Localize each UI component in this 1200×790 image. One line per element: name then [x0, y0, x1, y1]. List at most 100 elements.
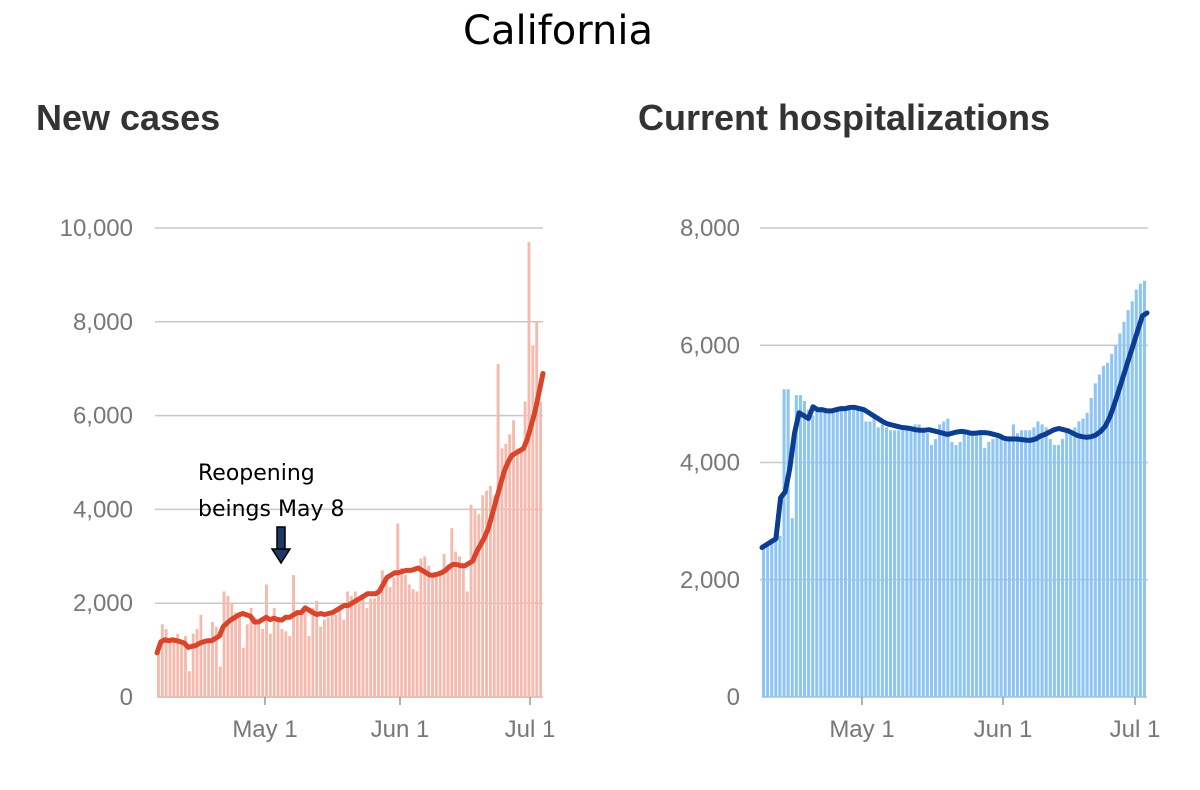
hospitalizations-bar	[778, 535, 782, 697]
new-cases-x-axis: May 1 Jun 1 Jul 1	[232, 697, 555, 743]
hospitalizations-bar	[1052, 444, 1056, 697]
hospitalizations-bar	[1060, 439, 1065, 697]
hospitalizations-bar	[802, 400, 807, 697]
hospitalizations-bar	[921, 430, 925, 697]
hospitalizations-bar	[1028, 430, 1032, 697]
hospitalizations-bar	[954, 444, 958, 697]
hospitalizations-bar	[1073, 427, 1077, 697]
new-cases-bar	[207, 638, 211, 697]
hospitalizations-bar	[1032, 427, 1036, 697]
new-cases-bar	[527, 242, 531, 697]
hospitalizations-bar	[819, 406, 823, 697]
new-cases-title: New cases	[36, 97, 220, 138]
new-cases-bar	[488, 485, 492, 697]
new-cases-bar	[230, 603, 234, 697]
hospitalizations-bar	[1130, 301, 1134, 697]
hospitalizations-x-tick-label: Jun 1	[974, 716, 1033, 743]
hospitalizations-bar	[1069, 430, 1073, 697]
new-cases-bar	[342, 619, 346, 697]
hospitalizations-bar	[782, 389, 786, 697]
new-cases-bar	[523, 401, 527, 697]
hospitalizations-bar	[995, 436, 999, 697]
hospitalizations-bar	[1142, 280, 1146, 697]
new-cases-bar	[226, 596, 230, 697]
new-cases-bar	[446, 565, 450, 697]
new-cases-bar	[168, 640, 172, 697]
hospitalizations-bar	[1003, 439, 1007, 697]
new-cases-bar	[508, 434, 512, 697]
new-cases-bar	[272, 607, 276, 697]
hospitalizations-bar	[872, 418, 876, 697]
hospitalizations-bar	[1093, 383, 1097, 697]
new-cases-bar	[199, 614, 203, 697]
hospitalizations-bar	[913, 424, 917, 697]
reopening-arrow-icon	[270, 526, 292, 565]
new-cases-bar	[442, 553, 446, 697]
new-cases-bar	[249, 607, 253, 697]
new-cases-bar	[377, 593, 380, 697]
new-cases-bar	[160, 624, 164, 697]
new-cases-bar	[392, 577, 396, 697]
new-cases-y-tick-label: 4,000	[73, 496, 133, 523]
new-cases-bar	[434, 575, 438, 697]
new-cases-bar	[477, 514, 481, 697]
new-cases-bar	[203, 643, 207, 697]
hospitalizations-bar	[1065, 430, 1069, 697]
new-cases-bar	[295, 610, 299, 697]
new-cases-y-tick-label: 10,000	[60, 215, 133, 242]
new-cases-bar	[535, 321, 539, 697]
new-cases-bar	[234, 612, 238, 697]
new-cases-bar	[411, 589, 415, 697]
new-cases-bar	[322, 619, 326, 697]
new-cases-bar	[180, 643, 184, 697]
new-cases-bar	[396, 523, 400, 697]
hospitalizations-bar	[970, 433, 974, 697]
hospitalizations-bar	[762, 547, 766, 697]
new-cases-bar	[473, 509, 477, 697]
hospitalizations-bar	[1056, 444, 1060, 697]
new-cases-bar	[238, 617, 241, 697]
hospitalizations-bar	[917, 424, 921, 697]
hospitalizations-bar	[942, 421, 946, 697]
new-cases-bar	[261, 628, 265, 697]
hospitalizations-bar	[958, 441, 962, 697]
new-cases-bar	[419, 558, 423, 697]
hospitalizations-bar	[766, 544, 770, 697]
new-cases-y-axis: 0 2,000 4,000 6,000 8,000 10,000	[60, 215, 133, 711]
new-cases-bar	[276, 617, 280, 697]
new-cases-bar	[454, 551, 458, 697]
new-cases-bar	[481, 495, 485, 697]
new-cases-bar	[361, 593, 365, 697]
new-cases-bar	[388, 586, 392, 697]
hospitalizations-bar	[1085, 412, 1089, 697]
new-cases-bar	[257, 619, 261, 697]
new-cases-y-tick-label: 6,000	[73, 403, 133, 430]
new-cases-bar	[280, 628, 284, 697]
new-cases-bar	[500, 448, 504, 697]
hospitalizations-bar	[848, 406, 852, 697]
new-cases-bar	[307, 636, 311, 697]
new-cases-bar	[172, 638, 176, 697]
hospitalizations-bar	[909, 427, 913, 697]
hospitalizations-bar	[929, 444, 934, 697]
new-cases-bar	[184, 636, 187, 697]
new-cases-y-tick-label: 8,000	[73, 309, 133, 336]
new-cases-bar	[330, 612, 334, 697]
hospitalizations-bar	[876, 427, 880, 697]
new-cases-average-line	[154, 370, 546, 656]
new-cases-bar	[338, 607, 342, 697]
new-cases-bar	[222, 591, 226, 697]
new-cases-bar	[404, 575, 407, 697]
new-cases-bar	[512, 420, 515, 697]
new-cases-bar	[176, 633, 180, 697]
hospitalizations-bar	[1138, 283, 1142, 697]
new-cases-bar	[504, 443, 508, 697]
new-cases-bar	[353, 591, 357, 697]
hospitalizations-bar	[987, 441, 991, 697]
hospitalizations-bar	[1015, 433, 1020, 697]
hospitalizations-bar	[811, 415, 815, 697]
hospitalizations-bar	[839, 409, 843, 697]
new-cases-bar	[515, 448, 519, 697]
hospitalizations-bar	[770, 541, 774, 697]
hospitalizations-bar	[852, 406, 856, 697]
